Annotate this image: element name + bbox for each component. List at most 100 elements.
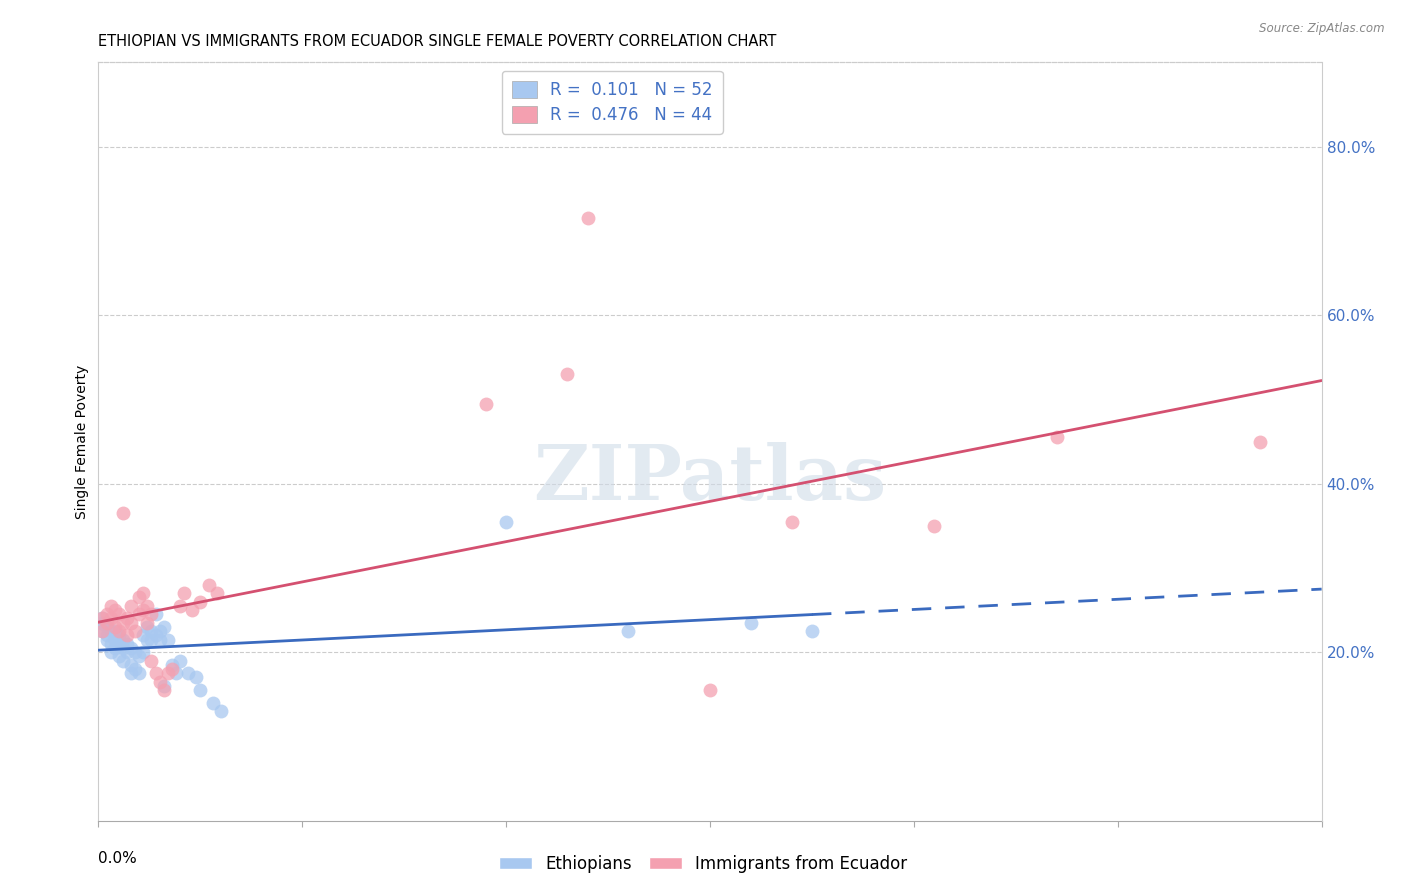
Point xyxy=(201,696,224,710)
Point xyxy=(801,624,824,639)
Point xyxy=(124,662,146,676)
Text: 0.0%: 0.0% xyxy=(98,851,138,866)
Legend: Ethiopians, Immigrants from Ecuador: Ethiopians, Immigrants from Ecuador xyxy=(492,848,914,880)
Point xyxy=(141,607,163,622)
Point xyxy=(100,624,122,639)
Point xyxy=(173,586,195,600)
Point xyxy=(145,666,167,681)
Point xyxy=(156,632,179,647)
Point xyxy=(96,620,118,634)
Point xyxy=(115,645,138,659)
Point xyxy=(181,603,204,617)
Point xyxy=(91,611,114,625)
Point xyxy=(115,611,138,625)
Point xyxy=(124,645,146,659)
Point xyxy=(120,666,142,681)
Point xyxy=(555,367,579,381)
Point xyxy=(136,615,159,630)
Point xyxy=(100,637,122,651)
Point xyxy=(111,632,134,647)
Point xyxy=(617,624,640,639)
Point xyxy=(104,620,127,634)
Point xyxy=(128,591,150,605)
Point xyxy=(96,607,118,622)
Point xyxy=(91,624,114,639)
Point xyxy=(136,620,159,634)
Point xyxy=(160,657,183,672)
Point xyxy=(132,645,155,659)
Point xyxy=(120,599,142,613)
Point xyxy=(169,599,191,613)
Point xyxy=(108,607,131,622)
Point xyxy=(120,640,142,655)
Point xyxy=(1249,434,1271,449)
Point xyxy=(136,632,159,647)
Point xyxy=(108,624,131,639)
Point xyxy=(120,615,142,630)
Point xyxy=(108,628,131,642)
Point xyxy=(132,586,155,600)
Point xyxy=(111,640,134,655)
Point xyxy=(149,624,172,639)
Point xyxy=(209,704,232,718)
Point xyxy=(141,632,163,647)
Point xyxy=(165,666,187,681)
Point xyxy=(104,632,127,647)
Point xyxy=(152,679,174,693)
Point xyxy=(104,603,127,617)
Text: ETHIOPIAN VS IMMIGRANTS FROM ECUADOR SINGLE FEMALE POVERTY CORRELATION CHART: ETHIOPIAN VS IMMIGRANTS FROM ECUADOR SIN… xyxy=(98,34,776,49)
Point xyxy=(96,632,118,647)
Point xyxy=(576,211,599,226)
Point xyxy=(1045,430,1069,444)
Point xyxy=(108,637,131,651)
Point xyxy=(120,657,142,672)
Point xyxy=(188,594,212,608)
Point xyxy=(922,518,945,533)
Point xyxy=(145,607,167,622)
Point xyxy=(474,396,498,410)
Point xyxy=(100,599,122,613)
Point xyxy=(132,628,155,642)
Point xyxy=(128,607,150,622)
Point xyxy=(108,649,131,664)
Point xyxy=(111,654,134,668)
Point xyxy=(740,615,762,630)
Point xyxy=(96,628,118,642)
Point xyxy=(188,683,212,698)
Text: Source: ZipAtlas.com: Source: ZipAtlas.com xyxy=(1260,22,1385,36)
Point xyxy=(104,640,127,655)
Point xyxy=(149,674,172,689)
Point xyxy=(91,624,114,639)
Legend: R =  0.101   N = 52, R =  0.476   N = 44: R = 0.101 N = 52, R = 0.476 N = 44 xyxy=(502,70,723,134)
Point xyxy=(197,578,219,592)
Point xyxy=(111,506,134,520)
Point xyxy=(149,632,172,647)
Point xyxy=(152,620,174,634)
Point xyxy=(132,603,155,617)
Point xyxy=(136,599,159,613)
Point xyxy=(186,670,208,684)
Point xyxy=(100,611,122,625)
Point xyxy=(495,515,517,529)
Point xyxy=(104,624,127,639)
Point xyxy=(780,515,803,529)
Point xyxy=(699,683,721,698)
Point xyxy=(128,666,150,681)
Point xyxy=(141,624,163,639)
Point xyxy=(91,611,114,625)
Text: ZIPatlas: ZIPatlas xyxy=(533,442,887,516)
Point xyxy=(145,628,167,642)
Point xyxy=(115,637,138,651)
Point xyxy=(111,615,134,630)
Point xyxy=(156,666,179,681)
Point xyxy=(91,615,114,630)
Point xyxy=(115,628,138,642)
Point xyxy=(169,654,191,668)
Point xyxy=(160,662,183,676)
Point xyxy=(128,649,150,664)
Point xyxy=(177,666,200,681)
Point xyxy=(152,683,174,698)
Point xyxy=(124,624,146,639)
Point xyxy=(96,615,118,630)
Y-axis label: Single Female Poverty: Single Female Poverty xyxy=(76,365,90,518)
